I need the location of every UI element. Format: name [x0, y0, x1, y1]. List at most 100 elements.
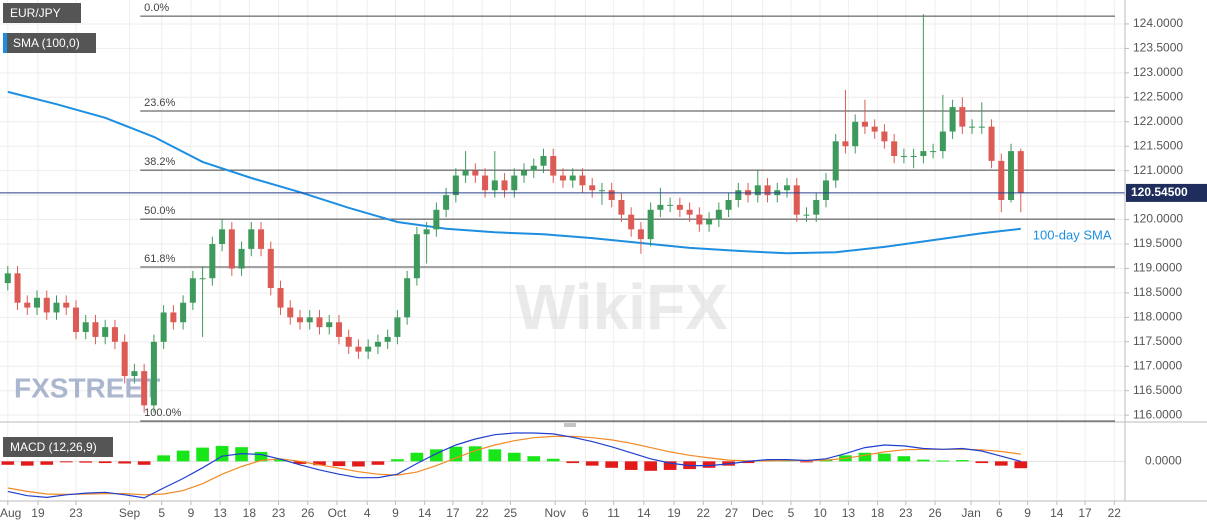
candle-body [939, 131, 946, 152]
macd-histogram-bar [566, 461, 580, 464]
x-tick-label: 9 [188, 506, 195, 520]
macd-histogram-bar [858, 452, 872, 462]
candle-body [959, 107, 966, 127]
candle-body [287, 307, 294, 318]
macd-histogram-bar [59, 461, 73, 463]
candle-body [832, 141, 839, 181]
candle-body [891, 141, 898, 156]
candle-body [121, 341, 128, 377]
macd-histogram-bar [293, 461, 307, 464]
legend-label: SMA (100,0) [13, 36, 80, 50]
candle-body [579, 175, 586, 186]
x-tick-label: 22 [1108, 506, 1122, 520]
candle-body [267, 248, 274, 289]
candle-body [521, 170, 528, 176]
candle-body [384, 336, 391, 342]
x-tick-label: 23 [69, 506, 83, 520]
macd-histogram-bar [702, 461, 716, 468]
y-tick-label: 123.5000 [1133, 41, 1183, 55]
macd-histogram-bar [527, 456, 541, 462]
x-tick-label: 11 [607, 506, 620, 520]
candle-body [813, 199, 820, 215]
price-tag [1126, 183, 1207, 202]
candle-body [4, 273, 11, 284]
x-tick-label: Aug [0, 506, 21, 520]
x-tick-label: Dec [752, 506, 773, 520]
macd-histogram-bar [196, 447, 209, 462]
legend-box [3, 437, 113, 457]
x-tick-label: 17 [1078, 506, 1092, 520]
candle-body [335, 322, 342, 337]
signal-line [7, 435, 1021, 496]
macd-histogram-bar [663, 461, 677, 470]
candle-body [842, 141, 849, 147]
candle-body [998, 160, 1005, 200]
x-tick-label: 26 [928, 506, 942, 520]
y-tick-label: 116.5000 [1133, 383, 1182, 397]
candle-body [199, 278, 206, 280]
candle-body [63, 302, 70, 308]
macd-histogram-bar [800, 461, 813, 463]
watermark: FXSTREET [14, 372, 160, 403]
macd-histogram-bar [1, 461, 15, 465]
candle-body [900, 155, 907, 157]
y-tick-label: 116.0000 [1133, 407, 1182, 421]
y-tick-label: 122.5000 [1133, 89, 1183, 103]
candle-body [511, 175, 518, 191]
candle-body [608, 190, 615, 200]
candle-body [92, 322, 99, 337]
candle-body [170, 312, 177, 323]
fib-label: 50.0% [144, 205, 175, 217]
macd-histogram-bar [546, 458, 560, 462]
legend-box [3, 3, 81, 23]
candle-body [53, 302, 60, 313]
macd-histogram-bar [254, 451, 268, 462]
macd-title: MACD (12,26,9) [10, 440, 97, 454]
y-tick-label: 117.5000 [1133, 334, 1182, 348]
sma-annotation: 100-day SMA [1033, 227, 1112, 242]
macd-histogram-bar [956, 460, 969, 462]
plot-layer: 0.0% 23.6% 38.2% 50.0% 61.8% 100.0% 100-day SM… [0, 2, 1125, 499]
candle-body [180, 302, 187, 323]
x-tick-label: 5 [788, 506, 795, 520]
candle-body [1008, 151, 1015, 200]
macd-histogram-bar [313, 461, 326, 466]
x-tick-label: Jan [961, 506, 980, 520]
x-tick-label: 26 [301, 506, 315, 520]
candle-body [277, 288, 284, 308]
y-tick-label: 120.0000 [1133, 212, 1183, 226]
candle-body [969, 126, 976, 128]
y-tick-label: 121.0000 [1133, 163, 1183, 177]
candle-body [978, 126, 985, 128]
x-tick-label: 6 [996, 506, 1003, 520]
x-tick-label: 19 [31, 506, 45, 520]
candle-body [657, 204, 664, 210]
macd-histogram-bar [98, 461, 112, 464]
x-tick-label: Sep [119, 506, 141, 520]
macd-histogram-bar [1014, 461, 1028, 469]
candle-body [530, 165, 537, 171]
x-tick-label: Nov [545, 506, 566, 520]
x-tick-label: 18 [871, 506, 885, 520]
x-tick-label: 9 [392, 506, 399, 520]
x-tick-label: 14 [418, 506, 432, 520]
candle-body [102, 327, 109, 337]
x-tick-label: 22 [697, 506, 711, 520]
x-tick-label: 6 [582, 506, 589, 520]
candle-body [228, 229, 235, 269]
candle-body [258, 229, 265, 249]
macd-histogram-bar [118, 461, 132, 464]
macd-histogram-bar [994, 461, 1008, 466]
macd-line [7, 432, 1021, 499]
watermark: WikiFX [515, 271, 728, 343]
candle-body [150, 341, 157, 406]
macd-histogram-bar [897, 456, 911, 462]
macd-histogram-bar [468, 446, 482, 462]
macd-histogram-bar [352, 461, 365, 467]
macd-histogram-bar [391, 459, 404, 462]
candle-body [822, 180, 829, 200]
candle-body [33, 297, 41, 308]
